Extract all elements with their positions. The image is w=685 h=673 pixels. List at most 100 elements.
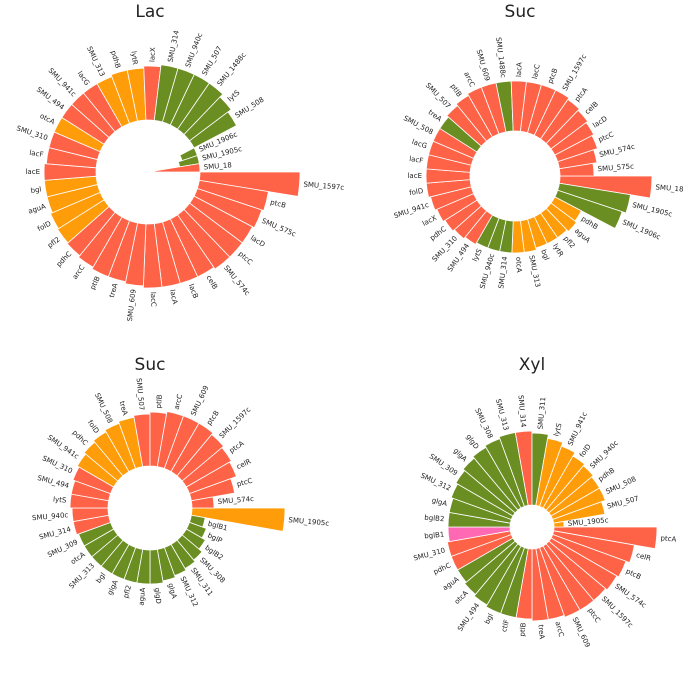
bar-label: SMU_508 xyxy=(93,392,114,425)
bar-label: SMU_507 xyxy=(606,495,639,511)
bar-label: glgD xyxy=(153,587,162,604)
bar-label: celR xyxy=(635,551,652,563)
bar-label: pfl2 xyxy=(46,235,61,249)
bar-label: treA xyxy=(118,400,130,416)
bar-label: lytS xyxy=(53,496,67,505)
bar-label: otcA xyxy=(69,550,87,566)
bar-label: pdhC xyxy=(55,250,73,269)
radial-bar xyxy=(539,545,581,618)
bar-label: pdhC xyxy=(432,561,452,576)
radial-bar xyxy=(558,175,653,199)
bar-label: lacE xyxy=(25,168,40,176)
bar-label: SMU_940c xyxy=(479,253,497,290)
bar-label: SMU_508 xyxy=(402,114,434,136)
bar-label: lacD xyxy=(249,234,266,249)
radial-bar xyxy=(554,189,623,230)
bar-label: lytS xyxy=(552,422,563,437)
radial-bar xyxy=(49,191,105,230)
bar-label: bgl xyxy=(483,612,495,625)
bar-label: SMU_940c xyxy=(184,32,204,69)
bar-label: SMU_508 xyxy=(234,96,266,120)
bar-label: SMU_1906c xyxy=(621,218,662,241)
bar-label: lacA xyxy=(515,62,524,77)
radial-bar xyxy=(196,179,269,212)
bar-label: SMU_940c xyxy=(32,511,69,522)
bar-label: celR xyxy=(235,457,252,471)
radial-bar xyxy=(540,98,580,145)
chart-title: Suc xyxy=(505,2,536,22)
bar-label: pdhB xyxy=(597,466,617,483)
bar-label: SMU_609 xyxy=(189,384,210,417)
bar-label: SMU_494 xyxy=(36,474,70,490)
bar-label: SMU_1488c xyxy=(494,37,507,79)
bar-label: SMU_1597c xyxy=(561,53,588,92)
bar-label: SMU_310 xyxy=(41,454,74,475)
radial-bar xyxy=(531,432,549,506)
bar-label: SMU_311 xyxy=(537,397,548,430)
bar-label: SMU_18 xyxy=(655,183,684,193)
chart-title: Suc xyxy=(135,355,166,375)
bar-label: ptcC xyxy=(586,607,602,625)
bar-label: glgA xyxy=(166,582,178,599)
bar-label: aguA xyxy=(137,587,147,606)
bar-label: glgD xyxy=(464,433,480,451)
bar-label: SMU_574c xyxy=(599,143,636,159)
bar-label: bglB2 xyxy=(424,514,445,524)
bar-label: ptcB xyxy=(625,567,643,581)
bar-label: celB xyxy=(583,100,600,116)
radial-bar xyxy=(57,199,110,244)
chart-title: Lac xyxy=(135,2,164,22)
radial-bar xyxy=(552,530,635,564)
bar-label: SMU_609 xyxy=(126,289,138,322)
radial-bar xyxy=(43,163,97,181)
bar-label: ptcB xyxy=(546,67,559,85)
radial-bar xyxy=(183,96,232,142)
bar-label: ctlF xyxy=(500,619,511,633)
bar-label: SMU_507 xyxy=(424,81,452,110)
radial-bar xyxy=(446,530,512,557)
bar-label: arcC xyxy=(554,621,566,638)
radial-bar xyxy=(542,455,586,511)
bar-label: SMU_313 xyxy=(68,562,97,591)
bar-label: lacX xyxy=(421,214,438,228)
bar-label: ptcC xyxy=(236,477,254,489)
bar-label: ptcB xyxy=(269,198,286,210)
radial-bar xyxy=(176,208,231,270)
bar-label: glgA xyxy=(106,579,120,597)
radial-bar xyxy=(193,187,263,229)
radial-bar xyxy=(91,216,131,278)
radial-bar xyxy=(550,534,627,578)
bar-label: ptcA xyxy=(573,86,589,103)
bar-label: otcA xyxy=(38,112,56,126)
bar-label: SMU_310 xyxy=(413,546,446,562)
bar-label: SMU_494 xyxy=(35,86,66,112)
bar-label: ptlB xyxy=(155,394,164,409)
bar-label: lytR xyxy=(551,242,565,258)
bar-label: SMU_609 xyxy=(475,49,492,82)
bar-label: pfl2 xyxy=(562,235,577,250)
bar-label: ptcC xyxy=(237,250,254,267)
radial-bar xyxy=(190,507,286,532)
bar-label: SMU_313 xyxy=(85,45,106,78)
bar-label: aguA xyxy=(441,575,460,592)
bar-label: lacG xyxy=(411,138,428,151)
bar-label: SMU_313 xyxy=(494,398,510,431)
bar-label: lytR xyxy=(129,51,139,66)
bar-label: SMU_1488c xyxy=(216,51,248,88)
bar-label: SMU_1905c xyxy=(632,201,674,219)
bar-label: aguA xyxy=(27,202,47,215)
radial-bar xyxy=(550,121,595,156)
bar-label: SMU_507 xyxy=(135,378,146,411)
bar-label: SMU_508 xyxy=(605,475,638,496)
bar-label: treA xyxy=(427,108,444,123)
bar-label: glgA xyxy=(452,447,469,464)
bar-label: otcA xyxy=(453,589,470,606)
bar-label: SMU_309 xyxy=(428,452,459,477)
radial-bar xyxy=(533,89,570,140)
radial-bar xyxy=(545,202,578,233)
radial-bar xyxy=(553,526,658,550)
bar-label: folD xyxy=(36,220,52,234)
bar-label: glgA xyxy=(431,496,448,508)
bar-label: treA xyxy=(108,282,120,298)
